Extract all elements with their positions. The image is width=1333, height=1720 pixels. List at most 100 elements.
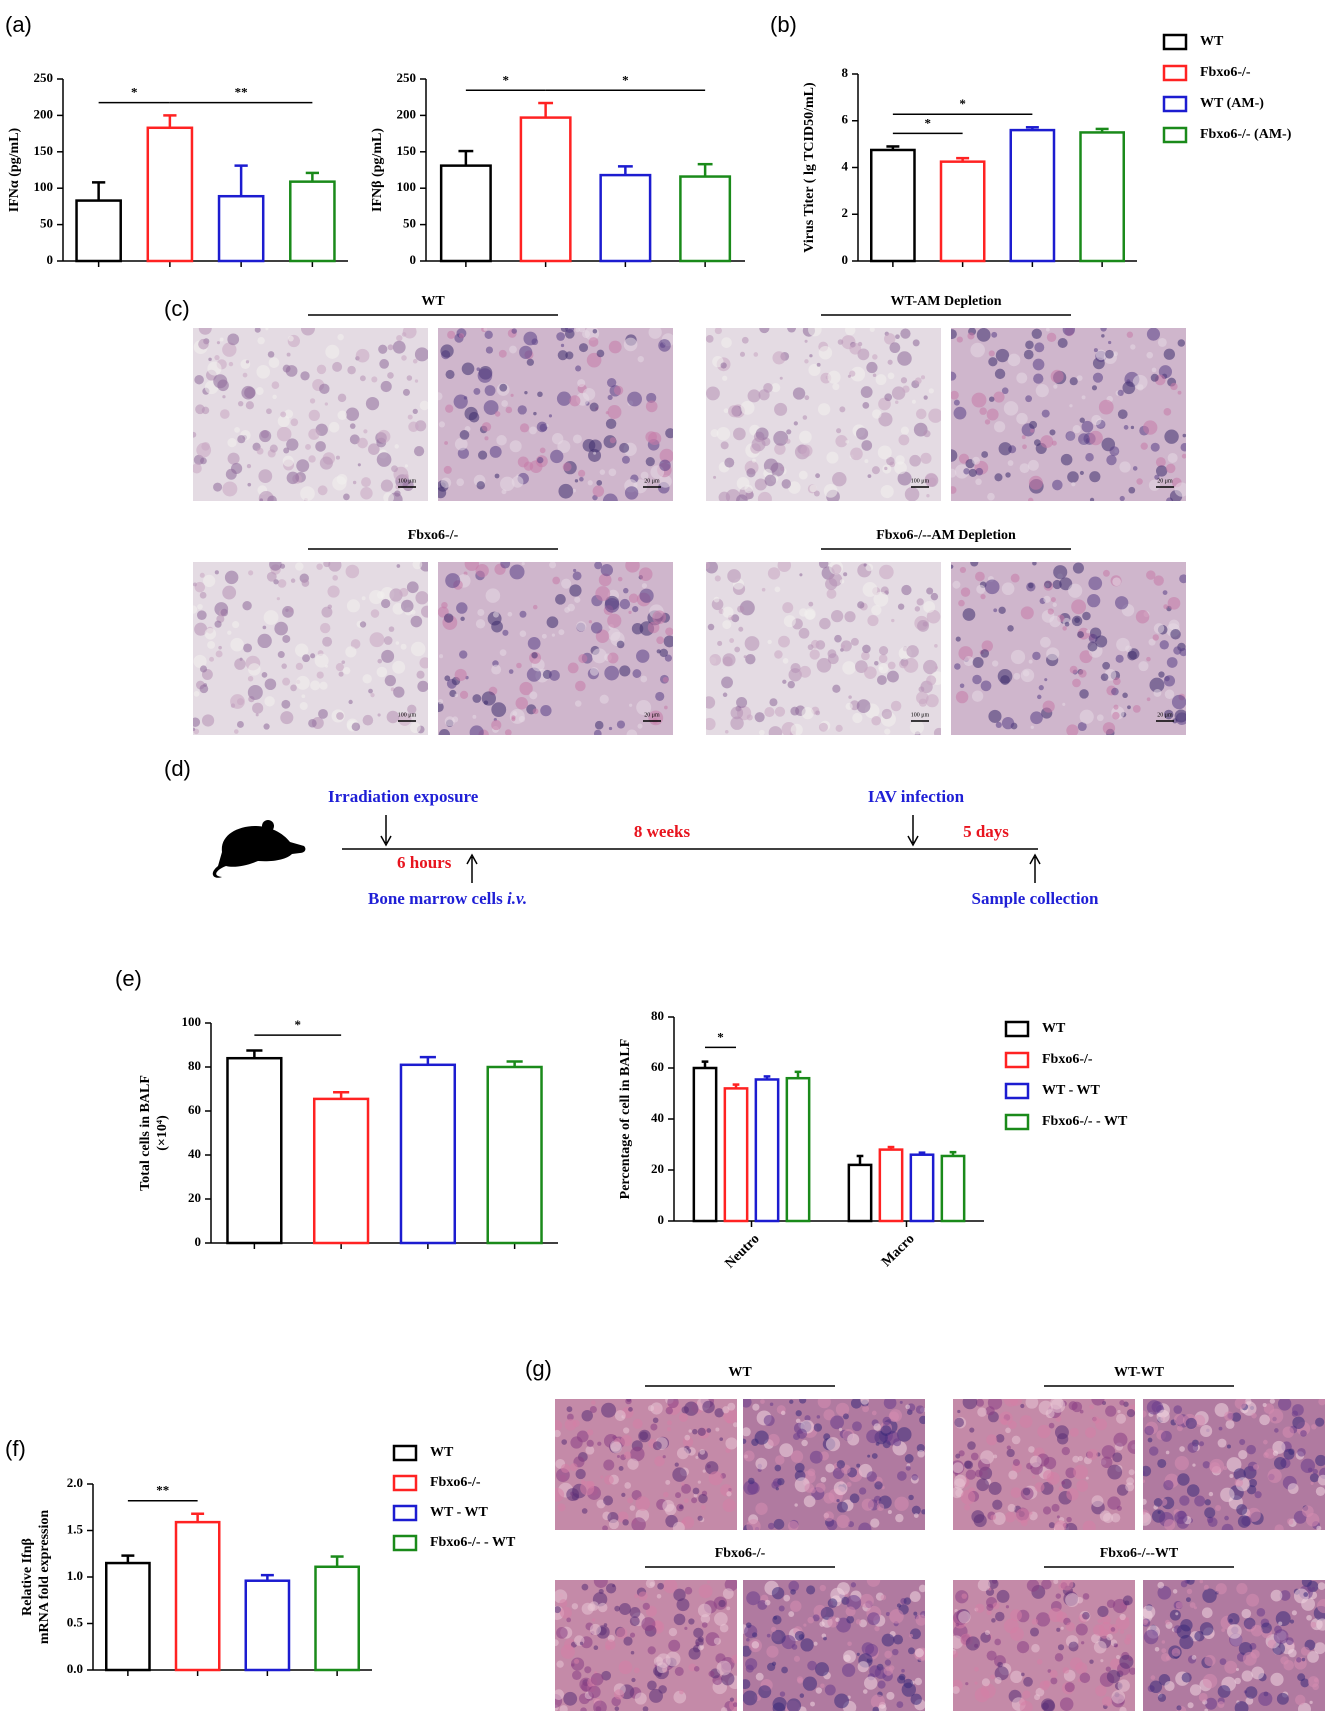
tissue-texture — [734, 646, 741, 653]
tissue-texture — [509, 345, 517, 354]
tissue-texture — [1163, 408, 1172, 416]
tissue-texture — [1274, 1524, 1284, 1530]
tissue-texture — [1079, 1409, 1084, 1414]
tissue-texture — [222, 395, 226, 399]
tissue-texture — [917, 619, 930, 632]
tissue-texture — [808, 328, 822, 337]
tissue-texture — [1161, 1640, 1166, 1644]
tissue-texture — [1029, 420, 1038, 429]
tissue-texture — [1303, 1592, 1309, 1597]
tissue-texture — [282, 634, 291, 643]
tissue-texture — [1011, 1435, 1021, 1445]
tissue-texture — [953, 1650, 958, 1658]
tissue-texture — [593, 729, 602, 735]
tissue-texture — [783, 615, 796, 628]
tissue-texture — [849, 1493, 860, 1504]
tissue-texture — [652, 1417, 659, 1424]
tissue-texture — [1100, 1456, 1113, 1469]
tissue-texture — [984, 1630, 990, 1636]
tissue-texture — [988, 709, 1002, 723]
tissue-texture — [519, 423, 530, 433]
tissue-texture — [1171, 694, 1186, 710]
tissue-texture — [1204, 1654, 1216, 1667]
tissue-texture — [407, 704, 417, 715]
tissue-texture — [1163, 1479, 1174, 1491]
tissue-texture — [900, 426, 910, 435]
tissue-texture — [338, 671, 344, 677]
tissue-texture — [968, 468, 977, 477]
tissue-texture — [493, 611, 499, 618]
tissue-texture — [1165, 1450, 1170, 1455]
tissue-texture — [827, 653, 839, 665]
tissue-texture — [616, 720, 626, 729]
legend-swatch — [392, 1504, 418, 1522]
tissue-texture — [891, 618, 895, 623]
tissue-texture — [1107, 1464, 1123, 1480]
tissue-texture — [604, 665, 620, 681]
tissue-texture — [880, 484, 894, 499]
tissue-texture — [509, 564, 525, 580]
tissue-texture — [980, 649, 990, 658]
tissue-texture — [527, 636, 541, 650]
tissue-texture — [600, 1475, 604, 1479]
tissue-texture — [676, 1598, 690, 1612]
tissue-texture — [798, 627, 810, 639]
tissue-texture — [787, 328, 797, 333]
tissue-texture — [763, 383, 773, 393]
tissue-texture — [401, 355, 407, 361]
tissue-texture — [1123, 425, 1129, 430]
tissue-texture — [475, 563, 489, 578]
tissue-texture — [910, 1693, 922, 1705]
tissue-texture — [975, 1603, 985, 1613]
y-tick-label: 60 — [188, 1102, 201, 1117]
tissue-texture — [786, 1698, 802, 1711]
tissue-texture — [861, 651, 870, 661]
y-axis-label: (×10⁴) — [155, 1115, 170, 1151]
tissue-texture — [301, 328, 315, 336]
tissue-texture — [258, 469, 273, 484]
tissue-texture — [777, 562, 792, 572]
tissue-texture — [993, 421, 1006, 433]
tissue-texture — [632, 606, 639, 613]
tissue-texture — [867, 1612, 881, 1626]
tissue-texture — [194, 622, 208, 636]
tissue-texture — [889, 342, 901, 354]
tissue-texture — [581, 1583, 589, 1591]
tissue-texture — [1111, 1690, 1126, 1704]
tissue-texture — [1037, 1424, 1051, 1439]
tissue-texture — [755, 427, 769, 441]
tissue-texture — [727, 569, 741, 583]
event-label: IAV infection — [868, 787, 965, 806]
tissue-texture — [1126, 1409, 1135, 1418]
tissue-texture — [955, 1453, 961, 1459]
tissue-texture — [965, 1469, 977, 1480]
tissue-texture — [558, 483, 574, 499]
legend-label: Fbxo6-/- — [430, 1475, 481, 1490]
event-label: Sample collection — [971, 889, 1099, 908]
tissue-texture — [1157, 1585, 1172, 1600]
bar — [847, 1163, 873, 1223]
tissue-texture — [248, 663, 261, 676]
tissue-texture — [779, 1443, 794, 1458]
tissue-texture — [1046, 328, 1050, 332]
y-tick-label: 2 — [842, 205, 849, 220]
tissue-texture — [684, 1401, 699, 1416]
tissue-texture — [914, 1677, 923, 1686]
tissue-texture — [1146, 1400, 1162, 1415]
tissue-texture — [886, 1691, 895, 1700]
tissue-texture — [1223, 1411, 1234, 1421]
tissue-texture — [898, 659, 908, 669]
tissue-texture — [923, 430, 931, 438]
tissue-texture — [674, 1666, 684, 1676]
tissue-texture — [1072, 562, 1084, 574]
tissue-texture — [215, 650, 223, 658]
tissue-texture — [539, 423, 548, 432]
tissue-texture — [701, 1622, 708, 1628]
tissue-texture — [216, 341, 220, 345]
tissue-texture — [399, 587, 409, 597]
tissue-texture — [294, 643, 309, 657]
tissue-texture — [578, 469, 586, 478]
tissue-texture — [484, 436, 489, 441]
tissue-texture — [1117, 1409, 1121, 1414]
tissue-texture — [804, 395, 810, 401]
